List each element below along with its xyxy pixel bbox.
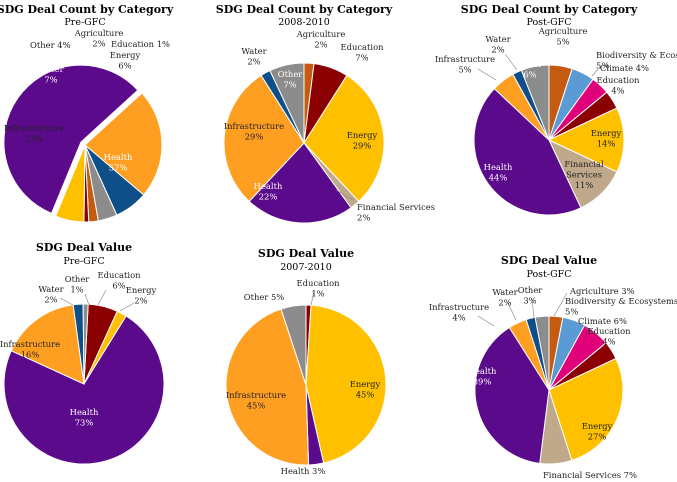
- chart-subtitle: Post-GFC: [526, 269, 571, 280]
- chart-subtitle: 2008-2010: [278, 17, 330, 28]
- slice-label-health: Health 22%: [254, 181, 283, 202]
- chart-subtitle: Pre-GFC: [64, 17, 105, 28]
- slice-label-water: Water 2%: [38, 284, 63, 305]
- slice-label-other: Other 5%: [244, 292, 285, 302]
- chart-subtitle: Pre-GFC: [63, 256, 104, 267]
- chart-title: SDG Deal Count by Category: [216, 3, 393, 16]
- pie-slice-infrastructure: [10, 304, 85, 385]
- slice-label-health: Health 39%: [468, 366, 497, 387]
- pie-chart-3: SDG Deal Count by CategoryPost-GFCAgricu…: [435, 3, 677, 216]
- leader-line: [507, 302, 517, 321]
- slice-label-energy: Energy 14%: [591, 128, 622, 149]
- pie-slice-energy: [303, 74, 385, 203]
- leader-line: [504, 53, 518, 71]
- chart-title: SDG Deal Value: [501, 254, 597, 267]
- chart-title: SDG Deal Count by Category: [0, 3, 174, 16]
- slice-label-education: Education 7%: [340, 42, 384, 63]
- slice-label-energy: Energy 27%: [582, 421, 613, 442]
- pie-chart-5: SDG Deal Value 2007-2010 Education 1% Energy…: [225, 247, 387, 476]
- slice-label-education: Education 6%: [97, 270, 141, 291]
- pie-slice-health: [473, 87, 582, 216]
- pie-slice-energy: [547, 107, 625, 173]
- pie-chart-4: SDG Deal Value Pre-GFC Education 6% Energy 2%…: [0, 241, 165, 465]
- leader-line: [335, 189, 354, 201]
- pie-slice-health: [248, 142, 352, 224]
- slice-label-water: Water 7%: [38, 64, 63, 85]
- slice-label-health: Health 73%: [70, 407, 99, 428]
- slice-label-education: Education 1%: [296, 278, 340, 299]
- pie-slice-energy: [305, 304, 387, 464]
- pie-slice-other: [82, 303, 89, 385]
- slice-label-other: Other 4%: [30, 40, 71, 50]
- pie-slice-health: [3, 315, 165, 465]
- leader-line: [97, 289, 107, 306]
- chart-title: SDG Deal Value: [36, 241, 132, 254]
- pie-chart-1: SDG Deal Count by CategoryPre-GFCAgricul…: [0, 3, 174, 223]
- leader-line: [59, 297, 74, 306]
- slice-label-financial-services: Financial Services 7%: [543, 470, 637, 480]
- slice-label-climate: Climate 6%: [578, 316, 627, 326]
- slice-label-water: Water 2%: [485, 34, 510, 55]
- slice-label-agriculture: Agriculture 5%: [538, 26, 588, 47]
- slice-label-education: Education 1%: [111, 39, 170, 49]
- slice-label-other: Other 7%: [278, 69, 303, 90]
- chart-title: SDG Deal Value: [258, 247, 354, 260]
- slice-label-health: Health 3%: [281, 466, 326, 476]
- slice-label-agriculture: Agriculture 3%: [569, 286, 635, 296]
- pie-slice-other: [520, 64, 550, 141]
- leader-line: [477, 68, 497, 81]
- slice-label-infrastructure: Infrastructure 4%: [429, 302, 489, 323]
- chart-title: SDG Deal Count by Category: [461, 3, 638, 16]
- leader-line: [84, 293, 90, 306]
- slice-label-education: Education 4%: [587, 326, 631, 347]
- pie-slice-other: [534, 315, 550, 391]
- pie-slice-health: [3, 64, 139, 214]
- pie-slice-infrastructure: [223, 74, 305, 203]
- slice-label-financial-services: Financial Services 2%: [357, 202, 435, 223]
- slice-label-other: Other 3%: [518, 285, 543, 306]
- pie-slice-other: [280, 304, 307, 386]
- slice-label-energy: Energy 45%: [350, 379, 381, 400]
- slice-label-agriculture: Agriculture 2%: [74, 28, 124, 49]
- slice-label-climate: Climate 4%: [600, 63, 649, 73]
- pie-slice-infrastructure: [84, 92, 163, 196]
- leader-line: [591, 68, 599, 77]
- slice-label-energy: Energy 29%: [347, 130, 378, 151]
- pie-slice-other: [269, 62, 305, 144]
- chart-subtitle: 2007-2010: [280, 262, 332, 273]
- pie-chart-6: SDG Deal Value Post-GFC Agriculture 3%Biod…: [429, 254, 677, 480]
- slice-label-water: Water 2%: [492, 287, 517, 308]
- slice-label-infrastructure: Infrastructure 23%: [4, 123, 64, 144]
- slice-label-energy: Energy 2%: [126, 285, 157, 306]
- slice-label-infrastructure: Infrastructure 5%: [435, 54, 495, 75]
- slice-label-other: Other 6%: [518, 59, 543, 80]
- leader-line: [553, 292, 568, 317]
- leader-line: [531, 298, 535, 319]
- pie-slice-other: [84, 144, 118, 222]
- pie-slice-infrastructure: [225, 308, 310, 466]
- slice-label-other: Other 1%: [65, 274, 90, 295]
- pie-slice-energy: [548, 357, 624, 462]
- slice-label-agriculture: Agriculture 2%: [296, 29, 346, 50]
- slice-label-water: Water 2%: [241, 46, 266, 67]
- slice-label-education: Education 4%: [596, 75, 640, 96]
- slice-label-health: Health 44%: [484, 162, 513, 183]
- pie-chart-2: SDG Deal Count by Category2008-2010Agric…: [216, 3, 435, 224]
- slice-label-financial-services: Financial Services 11%: [564, 159, 604, 190]
- slice-label-energy: Energy 6%: [110, 50, 141, 71]
- slice-label-health: Health 57%: [104, 152, 133, 173]
- pie-slice-energy: [55, 144, 86, 223]
- leader-line: [119, 302, 135, 312]
- slice-label-infrastructure: Infrastructure 29%: [224, 121, 284, 142]
- leader-line: [578, 322, 595, 335]
- slice-label-infrastructure: Infrastructure 16%: [0, 339, 60, 360]
- slice-label-infrastructure: Infrastructure 45%: [226, 390, 286, 411]
- leader-line: [310, 291, 315, 306]
- chart-subtitle: Post-GFC: [526, 17, 571, 28]
- leader-line: [477, 315, 495, 327]
